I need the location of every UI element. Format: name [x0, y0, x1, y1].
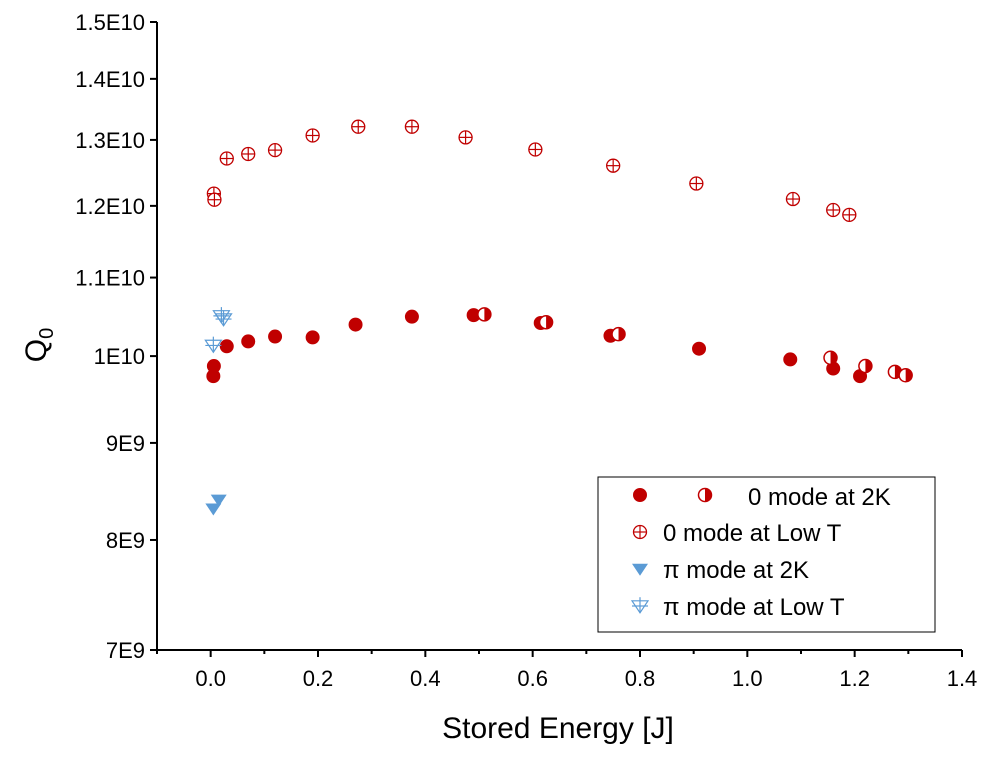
legend-label-pi-mode-low-t: π mode at Low T — [663, 594, 845, 621]
legend-label-0-mode-2k: 0 mode at 2K — [748, 484, 891, 511]
x-tick-label: 0.2 — [303, 666, 334, 691]
legend-marker — [697, 487, 713, 503]
legend-box — [597, 476, 936, 633]
data-point — [207, 192, 222, 207]
y-axis-title: Q0 — [20, 328, 58, 362]
y-tick-label: 1.5E10 — [75, 10, 145, 35]
legend: 0 mode at 2K 0 mode at Low T π mode at 2… — [597, 476, 936, 633]
y-tick-label: 1.3E10 — [75, 128, 145, 153]
y-tick-label: 1.4E10 — [75, 67, 145, 92]
data-point — [205, 503, 222, 516]
data-point — [305, 128, 320, 143]
data-point — [241, 146, 256, 162]
data-point — [214, 310, 233, 327]
data-point — [538, 314, 554, 330]
data-point — [783, 352, 798, 367]
legend-markers — [630, 487, 713, 614]
data-point — [842, 207, 857, 222]
legend-label-pi-mode-2k: π mode at 2K — [663, 557, 809, 584]
y-tick-label: 1.2E10 — [75, 194, 145, 219]
y-tick-label: 1.1E10 — [75, 266, 145, 291]
x-axis-title: Stored Energy [J] — [442, 712, 674, 745]
x-tick-label: 1.0 — [732, 666, 763, 691]
data-point — [351, 119, 366, 134]
data-points — [204, 119, 913, 516]
data-point — [404, 119, 420, 134]
legend-marker — [632, 524, 648, 540]
data-point — [404, 309, 419, 324]
y-tick-label: 8E9 — [106, 528, 145, 553]
legend-label-0-mode-low-t: 0 mode at Low T — [663, 520, 842, 547]
data-point — [477, 307, 492, 322]
x-tick-label: 1.4 — [947, 666, 978, 691]
data-point — [826, 202, 841, 218]
x-tick-label: 0.6 — [517, 666, 548, 691]
data-point — [823, 350, 838, 366]
data-point — [210, 494, 227, 507]
x-tick-label: 1.2 — [839, 666, 870, 691]
data-point — [219, 339, 234, 354]
axes — [156, 22, 962, 651]
data-point — [689, 176, 704, 191]
data-point — [204, 336, 223, 354]
data-point — [528, 142, 543, 157]
tick-marks: 0.0 0.2 0.4 0.6 0.8 1.0 1.2 1.4 7E9 8E9 9E9 1E10 1.1… — [75, 10, 977, 691]
data-point — [606, 158, 621, 173]
y-axis-title-subscript: 0 — [36, 328, 58, 339]
data-point — [611, 326, 626, 342]
data-point — [305, 330, 320, 345]
data-point — [267, 142, 283, 158]
legend-marker — [632, 563, 648, 576]
legend-marker — [630, 597, 650, 614]
data-point — [858, 358, 873, 374]
y-tick-label: 9E9 — [106, 431, 145, 456]
x-tick-label: 0.0 — [195, 666, 226, 691]
data-point — [785, 191, 801, 207]
data-point — [268, 329, 283, 344]
data-point — [241, 334, 256, 349]
data-point — [206, 359, 221, 374]
y-tick-label: 7E9 — [106, 638, 145, 663]
data-point — [898, 368, 913, 383]
data-point — [692, 341, 707, 356]
data-point — [348, 317, 363, 332]
legend-marker — [633, 488, 647, 502]
x-tick-label: 0.8 — [625, 666, 656, 691]
data-point — [458, 130, 473, 145]
x-tick-label: 0.4 — [410, 666, 441, 691]
y-axis-title-main: Q — [20, 339, 53, 362]
y-tick-label: 1E10 — [94, 344, 145, 369]
data-point — [219, 151, 234, 166]
